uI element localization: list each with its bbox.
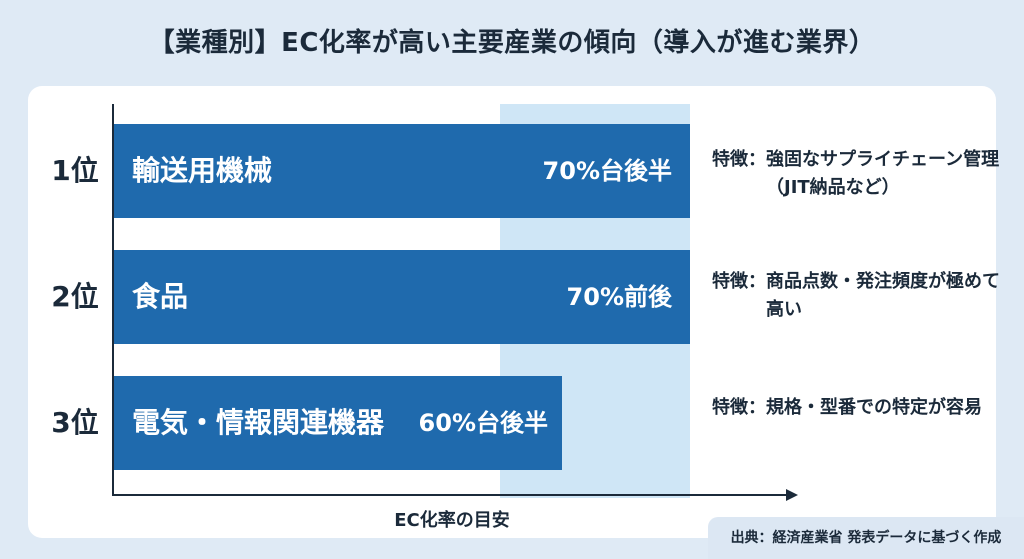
bar: 輸送用機械 70%台後半 [114, 124, 690, 218]
feature-note: 特徴： 強固なサプライチェーン管理（JIT納品など） [712, 146, 1002, 202]
feature-text: 商品点数・発注頻度が極めて高い [766, 271, 1000, 320]
rank-label: 2位 [51, 280, 99, 313]
page-title: 【業種別】EC化率が高い主要産業の傾向（導入が進む業界） [148, 28, 876, 58]
bar-value-label: 70%台後半 [542, 157, 672, 185]
bar-category-label: 電気・情報関連機器 [132, 406, 385, 439]
feature-note: 特徴： 商品点数・発注頻度が極めて高い [712, 268, 1002, 324]
bar: 食品 70%前後 [114, 250, 690, 344]
bar: 電気・情報関連機器 60%台後半 [114, 376, 562, 470]
feature-prefix: 特徴： [712, 271, 766, 292]
y-axis-line [112, 104, 114, 496]
feature-text: 規格・型番での特定が容易 [766, 397, 982, 418]
feature-prefix: 特徴： [712, 149, 766, 170]
bar-value-label: 70%前後 [566, 283, 672, 311]
x-axis-line [112, 494, 788, 496]
source-note: 出典：経済産業省 発表データに基づく作成 [708, 517, 1024, 559]
rank-label: 1位 [51, 154, 99, 187]
bar-value-label: 60%台後半 [418, 409, 548, 437]
feature-note: 特徴： 規格・型番での特定が容易 [712, 394, 1002, 422]
x-axis-arrow-icon [786, 489, 798, 501]
bar-category-label: 食品 [132, 280, 189, 313]
feature-text: 強固なサプライチェーン管理（JIT納品など） [766, 149, 1000, 198]
x-axis-label: EC化率の目安 [394, 510, 510, 531]
bar-category-label: 輸送用機械 [132, 154, 273, 187]
rank-label: 3位 [51, 406, 99, 439]
feature-prefix: 特徴： [712, 397, 766, 418]
